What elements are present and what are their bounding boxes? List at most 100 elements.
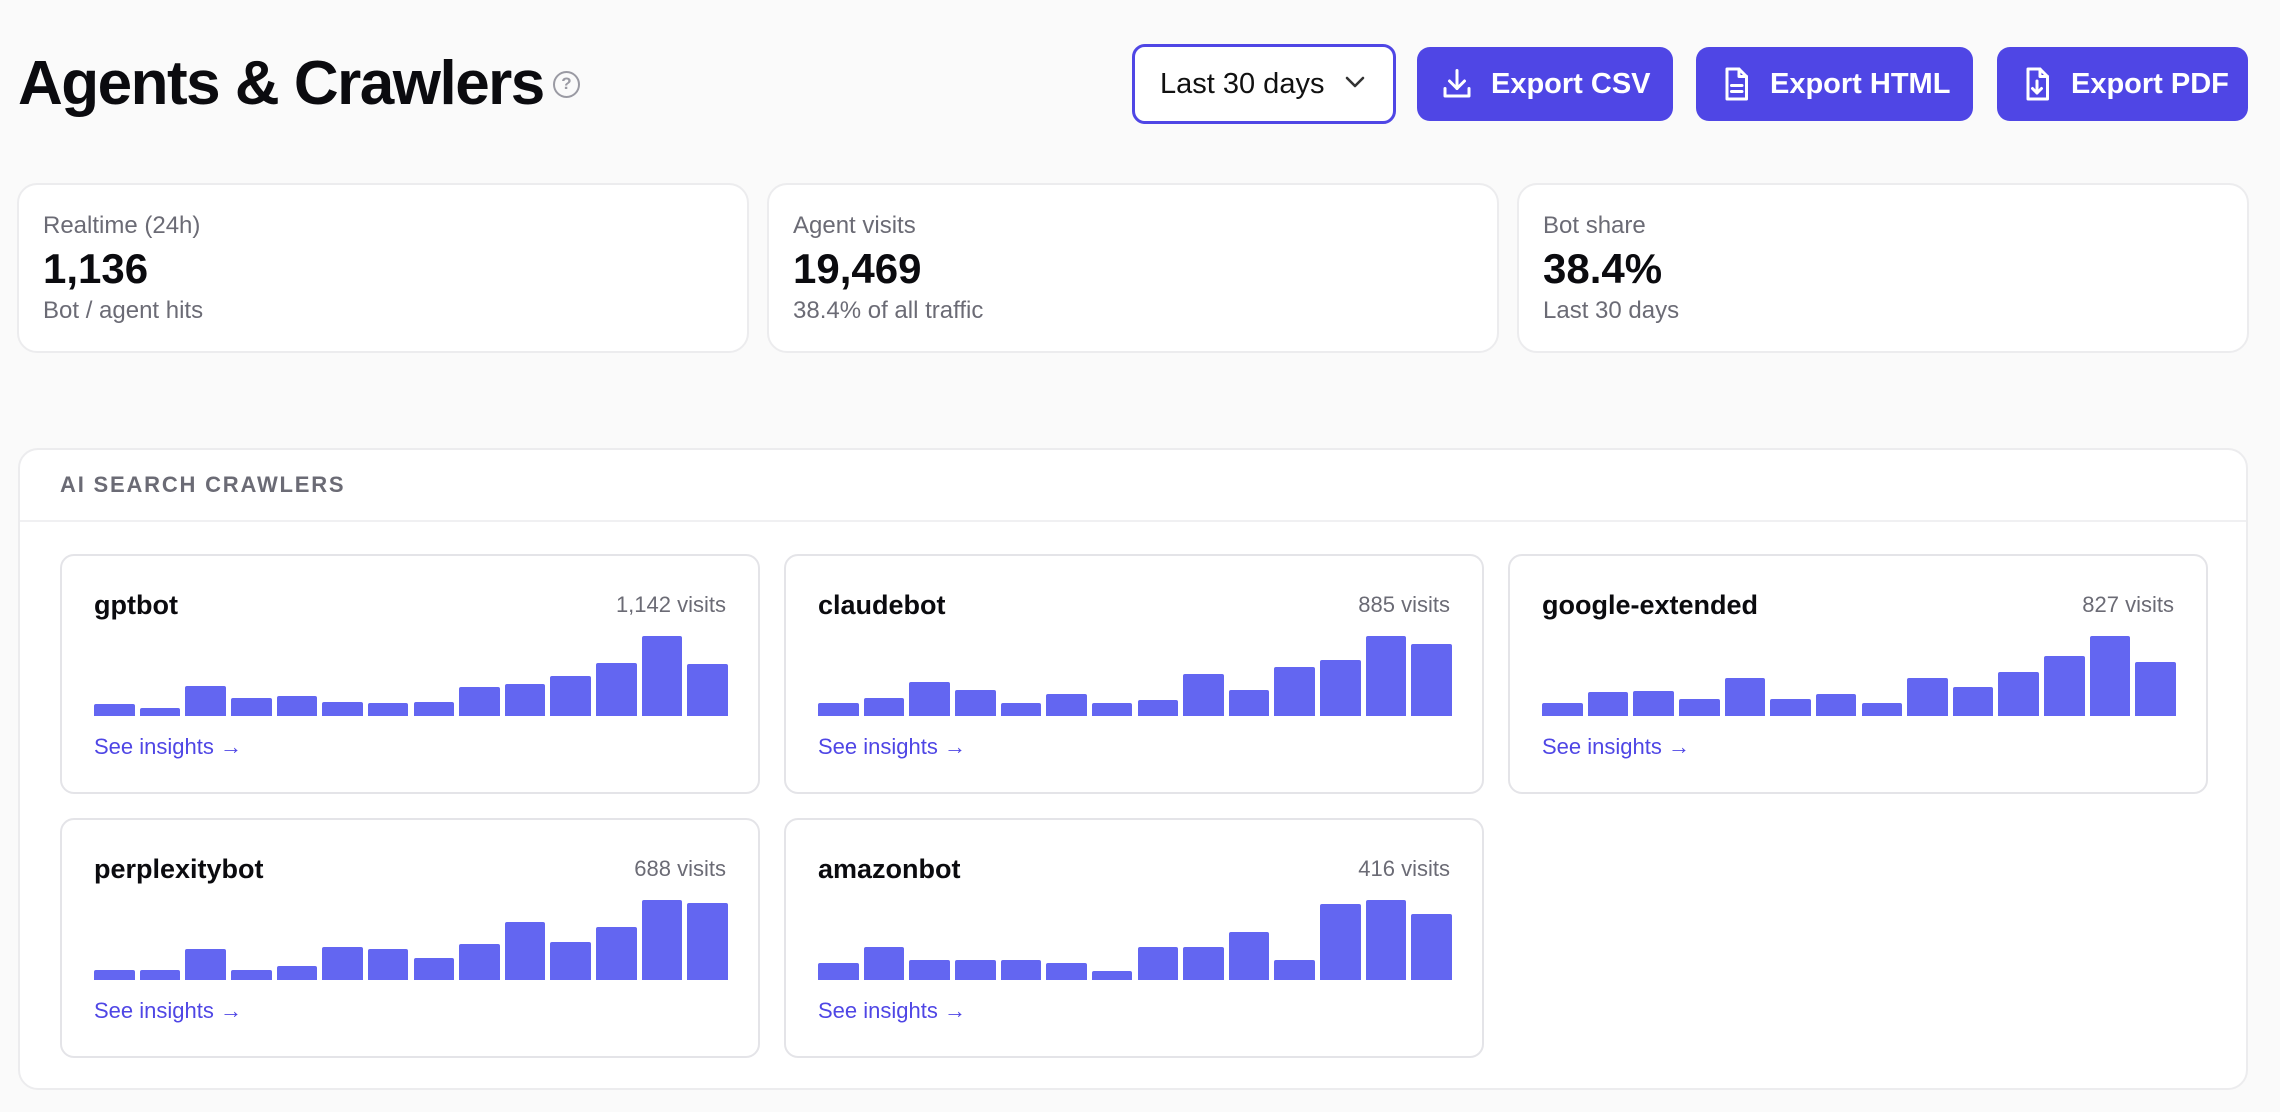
trend-bar — [1320, 904, 1361, 980]
crawler-visits: 688 visits — [634, 856, 726, 881]
crawler-name: gptbot — [94, 590, 178, 620]
crawler-trend-chart — [1542, 636, 2176, 716]
trend-bar — [1000, 960, 1042, 980]
trend-bar — [322, 702, 363, 716]
question-circle-icon[interactable]: ? — [553, 71, 580, 98]
trend-bar — [863, 947, 905, 980]
trend-bar — [367, 703, 409, 716]
trend-bar — [641, 900, 683, 980]
crawler-visits: 827 visits — [2082, 592, 2174, 617]
crawler-card-perplexitybot: perplexitybot 688 visits See insights → — [60, 818, 760, 1058]
crawler-name: perplexitybot — [94, 854, 264, 884]
panel-header: AI SEARCH CRAWLERS — [20, 450, 2246, 522]
trend-bar — [1046, 963, 1087, 980]
trend-bar — [367, 949, 409, 980]
trend-bar — [322, 947, 363, 980]
trend-bar — [1091, 703, 1133, 716]
trend-bar — [1274, 667, 1316, 716]
trend-bar — [94, 704, 135, 716]
crawler-trend-chart — [818, 900, 1452, 980]
trend-bar — [1046, 694, 1087, 716]
trend-bar — [1365, 636, 1407, 716]
stat-card-bot-share: Bot share 38.4% Last 30 days — [1517, 183, 2249, 353]
trend-bar — [1633, 691, 1674, 716]
trend-bar — [139, 970, 181, 980]
trend-bar — [818, 703, 859, 716]
trend-bar — [1137, 700, 1179, 716]
trend-bar — [954, 690, 996, 716]
trend-bar — [1183, 947, 1224, 980]
export-csv-button[interactable]: Export CSV — [1417, 47, 1673, 121]
trend-bar — [818, 963, 859, 980]
trend-bar — [276, 966, 318, 980]
trend-bar — [459, 687, 500, 716]
stat-value: 19,469 — [793, 245, 922, 292]
trend-bar — [1411, 914, 1452, 980]
trend-bar — [139, 708, 181, 716]
crawler-visits: 416 visits — [1358, 856, 1450, 881]
date-range-value: Last 30 days — [1160, 67, 1325, 100]
trend-bar — [1907, 678, 1948, 716]
see-insights-link[interactable]: See insights → — [94, 734, 242, 759]
trend-bar — [687, 903, 728, 980]
trend-bar — [1678, 699, 1720, 716]
trend-bar — [1228, 932, 1270, 980]
trend-bar — [863, 698, 905, 716]
trend-bar — [276, 696, 318, 716]
crawler-card-google-extended: google-extended 827 visits See insights … — [1508, 554, 2208, 794]
trend-bar — [2135, 662, 2176, 716]
file-text-icon — [1725, 67, 1748, 101]
export-pdf-label: Export PDF — [2071, 67, 2229, 100]
trend-bar — [909, 960, 950, 980]
trend-bar — [1815, 694, 1857, 716]
export-html-button[interactable]: Export HTML — [1696, 47, 1973, 121]
trend-bar — [1724, 678, 1766, 716]
trend-bar — [1952, 687, 1994, 716]
trend-bar — [1998, 672, 2040, 716]
trend-bar — [1320, 660, 1361, 716]
trend-bar — [954, 960, 996, 980]
stat-card-realtime: Realtime (24h) 1,136 Bot / agent hits — [17, 183, 749, 353]
crawler-trend-chart — [94, 636, 728, 716]
trend-bar — [1587, 692, 1629, 716]
stat-card-agent-visits: Agent visits 19,469 38.4% of all traffic — [767, 183, 1499, 353]
stat-label: Agent visits — [793, 212, 916, 239]
trend-bar — [1861, 703, 1903, 716]
stat-label: Bot share — [1543, 212, 1646, 239]
crawler-card-claudebot: claudebot 885 visits See insights → — [784, 554, 1484, 794]
trend-bar — [1274, 960, 1316, 980]
crawler-name: google-extended — [1542, 590, 1759, 620]
stat-value: 1,136 — [43, 245, 149, 292]
trend-bar — [94, 970, 135, 980]
panel-title: AI SEARCH CRAWLERS — [60, 472, 346, 497]
trend-bar — [1137, 947, 1179, 980]
trend-bar — [1183, 674, 1224, 716]
trend-bar — [909, 682, 950, 716]
ai-search-crawlers-panel: AI SEARCH CRAWLERS gptbot 1,142 visits S… — [18, 448, 2248, 1090]
export-pdf-button[interactable]: Export PDF — [1997, 47, 2248, 121]
see-insights-link[interactable]: See insights → — [818, 998, 966, 1023]
trend-bar — [1770, 699, 1811, 716]
trend-bar — [413, 702, 455, 716]
trend-bar — [2089, 636, 2131, 716]
date-range-select[interactable]: Last 30 days — [1132, 44, 1396, 124]
trend-bar — [550, 942, 592, 980]
trend-bar — [1365, 900, 1407, 980]
see-insights-link[interactable]: See insights → — [1542, 734, 1690, 759]
trend-bar — [230, 698, 272, 716]
file-download-icon — [2026, 67, 2049, 101]
stat-subtext: 38.4% of all traffic — [793, 297, 984, 324]
crawler-trend-chart — [818, 636, 1452, 716]
trend-bar — [1411, 644, 1452, 716]
crawler-card-amazonbot: amazonbot 416 visits See insights → — [784, 818, 1484, 1058]
trend-bar — [596, 927, 637, 980]
see-insights-link[interactable]: See insights → — [94, 998, 242, 1023]
export-csv-label: Export CSV — [1491, 67, 1651, 100]
trend-bar — [1091, 971, 1133, 980]
trend-bar — [641, 636, 683, 716]
crawler-trend-chart — [94, 900, 728, 980]
see-insights-link[interactable]: See insights → — [818, 734, 966, 759]
trend-bar — [2044, 656, 2085, 716]
trend-bar — [596, 663, 637, 716]
